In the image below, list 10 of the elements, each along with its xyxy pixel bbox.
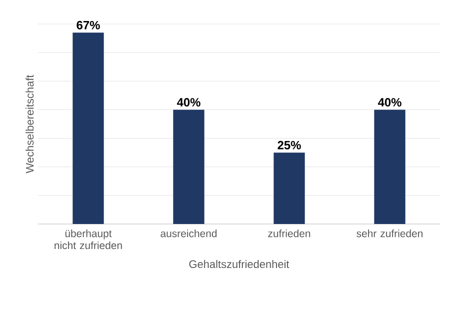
x-axis-title: Gehaltszufriedenheit [189, 260, 290, 268]
x-tick-label: ausreichend [160, 230, 217, 238]
y-axis-title: Wechselbereitschaft [26, 74, 34, 174]
data-label: 67% [76, 20, 100, 30]
data-label: 25% [278, 140, 301, 150]
data-label: 40% [176, 98, 200, 107]
x-tick-label: sehr zufrieden [356, 230, 422, 238]
x-tick-label: überhaupt nicht zufrieden [54, 230, 122, 250]
x-tick-label: zufrieden [268, 230, 310, 238]
data-label: 40% [378, 98, 402, 107]
